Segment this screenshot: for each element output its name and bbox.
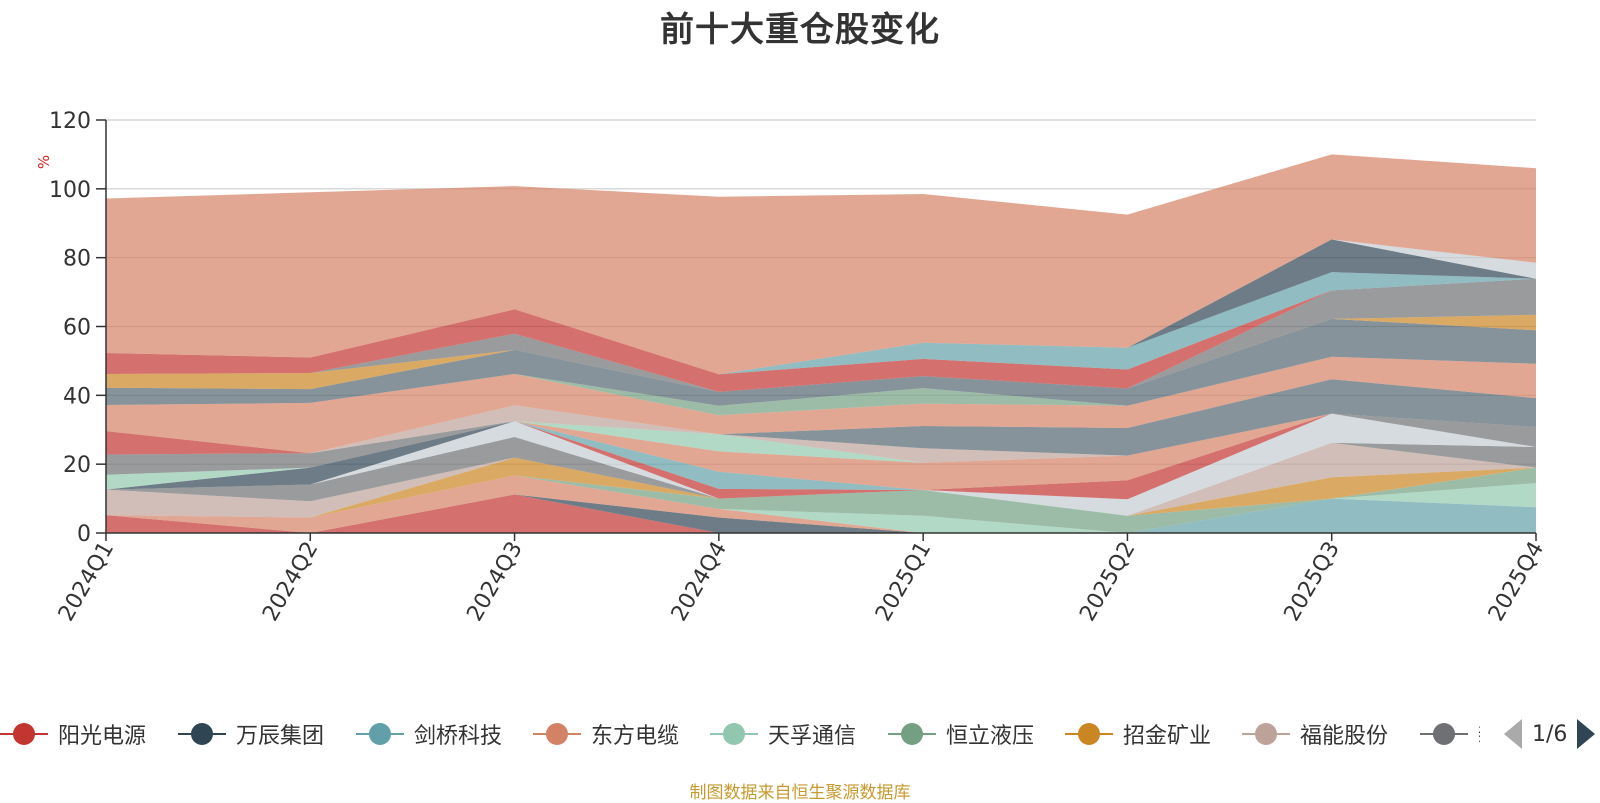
y-tick-label: 40 <box>63 384 91 409</box>
area-series-22 <box>106 379 1536 455</box>
legend-label: 新易盛 <box>1478 718 1480 750</box>
x-tick-label: 2025Q2 <box>1075 538 1140 626</box>
legend-marker-icon <box>888 722 936 746</box>
area-series-8 <box>106 442 1536 518</box>
area-series-24 <box>106 356 1536 416</box>
x-tick-label: 2025Q1 <box>871 538 936 626</box>
area-series-26 <box>106 314 1536 392</box>
y-tick-label: 120 <box>49 109 91 134</box>
area-series-23 <box>106 356 1536 454</box>
x-tick-label: 2025Q4 <box>1484 538 1549 626</box>
area-series-20 <box>106 379 1536 456</box>
x-tick-label: 2024Q1 <box>54 538 119 626</box>
legend-item[interactable]: 恒立液压 <box>888 714 1034 754</box>
legend-label: 万辰集团 <box>236 724 325 749</box>
area-series-33 <box>106 154 1536 375</box>
legend-item[interactable]: 东方电缆 <box>533 714 679 754</box>
area-series-1 <box>106 494 1536 533</box>
legend-item[interactable]: 新易盛 <box>1420 714 1480 754</box>
area-series-4 <box>106 475 1536 533</box>
legend-page-indicator: 1/6 <box>1532 721 1568 747</box>
legend-next-page-button[interactable] <box>1577 719 1596 749</box>
y-tick-label: 60 <box>63 316 91 341</box>
legend-item[interactable]: 福能股份 <box>1242 714 1388 754</box>
legend-label: 恒立液压 <box>946 724 1035 749</box>
legend-marker-icon <box>1420 722 1468 746</box>
legend-marker-icon <box>178 722 226 746</box>
legend: 阳光电源 万辰集团 剑桥科技 东方电缆 天孚通信 恒立液压 招金矿业 福能股份 新易盛 <box>0 714 1480 754</box>
y-tick-label: 0 <box>77 522 91 547</box>
legend-marker-icon <box>1065 722 1113 746</box>
chart-title: 前十大重仓股变化 <box>660 10 940 50</box>
area-series-15 <box>106 413 1536 490</box>
legend-prev-page-button[interactable] <box>1504 719 1522 749</box>
legend-marker-icon <box>356 722 404 746</box>
legend-label: 福能股份 <box>1300 724 1389 749</box>
y-tick-label: 20 <box>63 453 91 478</box>
legend-item[interactable]: 万辰集团 <box>178 714 324 754</box>
area-series-31 <box>106 239 1536 375</box>
legend-item[interactable]: 招金矿业 <box>1065 714 1211 754</box>
stacked-areas <box>106 154 1536 533</box>
x-tick-label: 2025Q3 <box>1280 538 1345 626</box>
data-source-note: 制图数据来自恒生聚源数据库 <box>689 783 911 803</box>
area-series-30 <box>106 272 1536 375</box>
x-tick-label: 2024Q4 <box>667 538 732 626</box>
x-tick-label: 2024Q2 <box>258 538 323 626</box>
legend-item[interactable]: 阳光电源 <box>0 714 146 754</box>
area-series-29 <box>106 278 1536 392</box>
legend-item[interactable]: 天孚通信 <box>710 714 856 754</box>
legend-label: 剑桥科技 <box>414 724 503 749</box>
area-series-17 <box>106 413 1536 475</box>
legend-label: 招金矿业 <box>1123 724 1212 749</box>
y-tick-label: 80 <box>63 247 91 272</box>
area-series-13 <box>106 413 1536 490</box>
legend-pager: 1/6 <box>1500 714 1600 754</box>
y-axis-unit-label: % <box>35 155 53 169</box>
legend-label: 东方电缆 <box>591 724 680 749</box>
area-series-6 <box>106 467 1536 533</box>
legend-marker-icon <box>1242 722 1290 746</box>
legend-marker-icon <box>710 722 758 746</box>
y-tick-label: 100 <box>49 178 91 203</box>
legend-item[interactable]: 剑桥科技 <box>356 714 502 754</box>
area-series-16 <box>106 413 1536 490</box>
area-series-28 <box>106 278 1536 392</box>
legend-marker-icon <box>533 722 581 746</box>
x-tick-label: 2024Q3 <box>462 538 527 626</box>
area-series-3 <box>106 494 1536 533</box>
legend-marker-icon <box>0 722 48 746</box>
area-series-25 <box>106 318 1536 406</box>
legend-label: 天孚通信 <box>768 724 857 749</box>
chart-canvas: 0 20 40 60 80 100 120 2024Q1 2024Q2 2024Q3 2024Q4 2… <box>35 109 1549 626</box>
area-series-11 <box>106 413 1536 516</box>
area-series-19 <box>106 405 1536 463</box>
legend-label: 阳光电源 <box>58 724 147 749</box>
area-series-9 <box>106 437 1536 516</box>
area-series-2 <box>106 494 1536 533</box>
